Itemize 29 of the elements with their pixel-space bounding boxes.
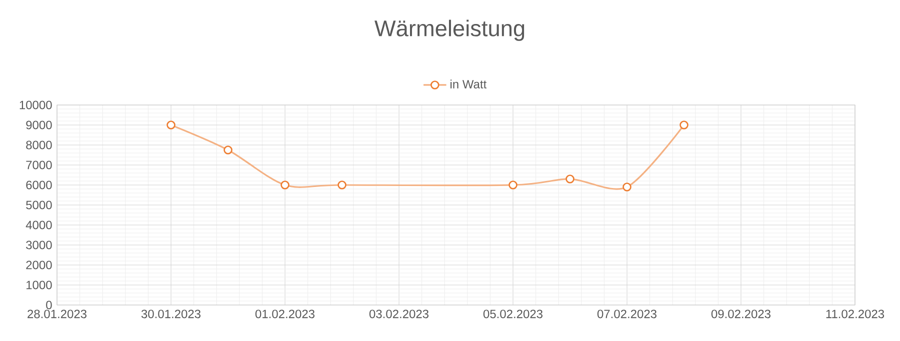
chart-title: Wärmeleistung — [374, 20, 524, 41]
point — [566, 174, 574, 184]
x-tick-label: 28.01.2023 — [28, 310, 87, 318]
y-tick-label: 3000 — [26, 240, 52, 250]
x-tick-label: 05.02.2023 — [483, 310, 542, 318]
y-tick-label: 0 — [46, 300, 52, 310]
y-tick-label: 5000 — [26, 200, 52, 210]
point — [508, 180, 518, 190]
y-tick-label: 8000 — [26, 140, 52, 150]
point — [224, 146, 232, 154]
x-tick-label: 11.02.2023 — [826, 310, 884, 318]
x-tick-label: 09.02.2023 — [711, 310, 770, 318]
y-tick-label: 9000 — [26, 120, 52, 130]
point — [166, 120, 176, 130]
x-tick-label: 30.01.2023 — [141, 310, 200, 318]
x-tick-label: 03.02.2023 — [369, 310, 428, 318]
point — [338, 180, 346, 190]
point — [622, 182, 632, 192]
x-tick-label: 01.02.2023 — [255, 310, 314, 318]
y-tick-label: 7000 — [26, 160, 52, 170]
point — [680, 120, 688, 130]
x-tick-label: 07.02.2023 — [597, 310, 656, 318]
y-tick-label: 6000 — [26, 180, 52, 190]
y-tick-label: 1000 — [26, 280, 52, 290]
legend-label: in Watt — [450, 80, 487, 88]
point — [280, 180, 290, 190]
y-tick-label: 4000 — [26, 220, 52, 230]
y-tick-label: 10000 — [20, 100, 52, 110]
y-tick-label: 2000 — [26, 260, 52, 270]
